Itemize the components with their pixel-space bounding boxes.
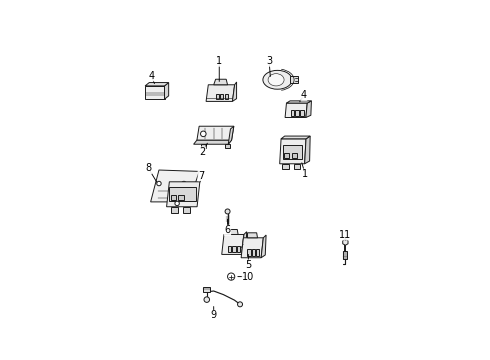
Polygon shape	[306, 101, 312, 117]
Polygon shape	[150, 170, 199, 202]
Text: 2: 2	[199, 147, 206, 157]
Circle shape	[182, 181, 186, 186]
Polygon shape	[242, 232, 246, 255]
Bar	[171, 207, 178, 213]
Text: 7: 7	[198, 171, 204, 181]
Text: 3: 3	[266, 56, 272, 66]
Polygon shape	[247, 233, 258, 238]
Bar	[343, 251, 347, 260]
Bar	[300, 110, 303, 116]
Bar	[292, 153, 297, 158]
Bar	[203, 287, 210, 292]
Text: 1: 1	[216, 56, 222, 66]
Polygon shape	[280, 139, 306, 164]
Bar	[294, 164, 300, 169]
Polygon shape	[287, 101, 312, 103]
Text: 8: 8	[146, 163, 151, 174]
Text: 4: 4	[148, 71, 154, 81]
Bar	[291, 110, 294, 116]
Text: 1: 1	[302, 169, 308, 179]
Text: 9: 9	[211, 310, 217, 320]
Polygon shape	[194, 140, 232, 144]
Text: 10: 10	[242, 271, 254, 282]
Circle shape	[238, 302, 243, 307]
Bar	[216, 94, 219, 99]
Circle shape	[227, 273, 235, 280]
Bar	[256, 249, 259, 256]
Bar	[282, 164, 290, 169]
Bar	[200, 144, 205, 148]
Bar	[225, 144, 230, 148]
Polygon shape	[145, 86, 165, 99]
Polygon shape	[167, 182, 200, 207]
Ellipse shape	[268, 74, 284, 86]
Polygon shape	[343, 239, 348, 245]
Bar	[170, 187, 196, 201]
Text: 4: 4	[301, 90, 307, 100]
Bar	[295, 110, 299, 116]
Polygon shape	[165, 82, 169, 99]
Polygon shape	[214, 79, 227, 85]
Polygon shape	[290, 76, 297, 83]
Polygon shape	[305, 136, 310, 164]
Polygon shape	[145, 82, 169, 86]
Circle shape	[157, 181, 161, 186]
Bar	[220, 94, 223, 99]
Polygon shape	[285, 103, 307, 117]
Bar	[183, 207, 190, 213]
Text: 5: 5	[245, 260, 251, 270]
Circle shape	[200, 131, 206, 136]
Polygon shape	[197, 126, 234, 140]
Ellipse shape	[263, 70, 292, 89]
Circle shape	[225, 209, 230, 214]
Bar	[283, 145, 302, 159]
Text: 11: 11	[339, 230, 351, 240]
Polygon shape	[228, 126, 234, 144]
Bar	[224, 94, 228, 99]
Bar	[171, 195, 176, 200]
Polygon shape	[228, 229, 238, 234]
Polygon shape	[222, 234, 244, 255]
Polygon shape	[232, 82, 237, 102]
Bar	[284, 153, 290, 158]
Bar	[228, 246, 231, 252]
Bar	[232, 246, 236, 252]
Circle shape	[175, 201, 179, 206]
Polygon shape	[281, 136, 310, 139]
Bar	[252, 249, 255, 256]
Polygon shape	[261, 235, 266, 258]
Polygon shape	[241, 238, 263, 258]
Bar	[247, 249, 250, 256]
Polygon shape	[206, 85, 235, 102]
Bar	[237, 246, 240, 252]
Text: 6: 6	[224, 225, 231, 235]
Circle shape	[204, 297, 210, 302]
Bar	[178, 195, 184, 200]
